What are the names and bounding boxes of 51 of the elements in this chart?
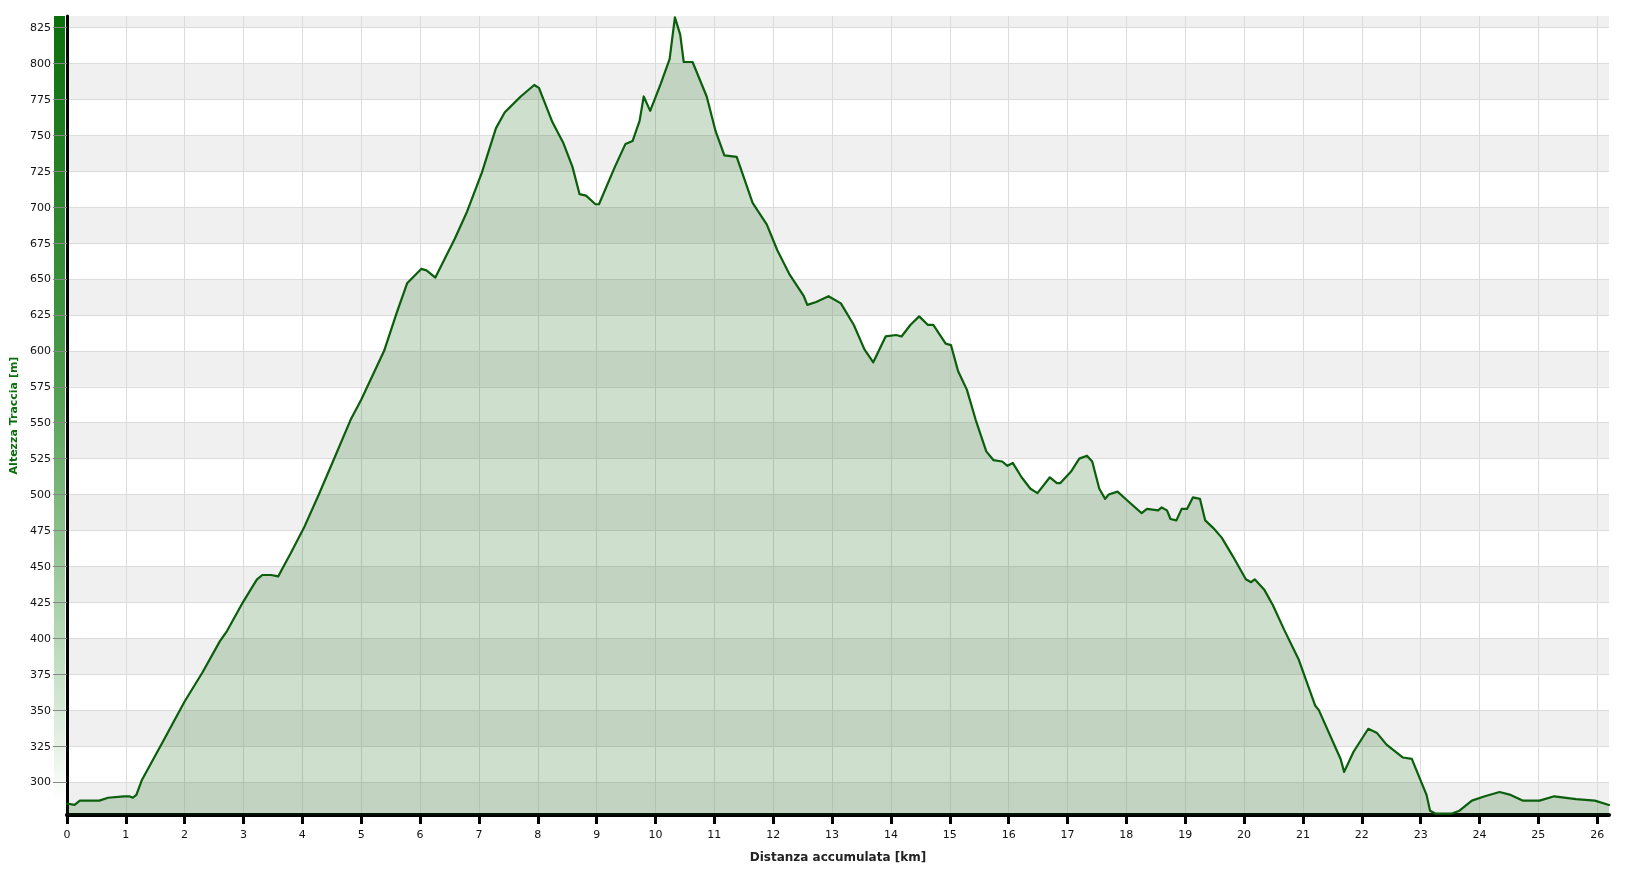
x-tick-label: 10 [648,828,663,841]
y-tick-label: 725 [29,164,51,178]
y-tick-label: 350 [29,703,51,717]
y-tick-label: 525 [29,452,51,466]
y-tick-label: 475 [29,523,51,537]
x-tick-label: 5 [357,828,365,841]
x-tick-label: 12 [766,828,781,841]
y-tick-label: 575 [29,380,51,394]
x-tick-label: 11 [707,828,722,841]
y-tick-label: 700 [29,200,51,214]
x-tick-label: 21 [1295,828,1310,841]
y-tick-label: 375 [29,667,51,681]
x-tick-label: 20 [1237,828,1252,841]
y-tick-label: 625 [29,308,51,322]
x-tick-label: 2 [181,828,189,841]
y-tick-label: 425 [29,595,51,609]
x-tick-label: 17 [1060,828,1075,841]
x-axis-title: Distanza accumulata [km] [749,850,927,864]
x-tick-label: 18 [1119,828,1134,841]
x-tick-label: 4 [298,828,306,841]
x-tick-label: 1 [122,828,130,841]
y-tick-label: 825 [29,21,51,34]
x-tick-label: 23 [1413,828,1428,841]
y-tick-label: 400 [29,631,51,645]
y-tick-label: 800 [29,56,51,70]
y-tick-label: 650 [29,272,51,286]
y-tick-label: 300 [29,775,51,789]
x-tick-label: 24 [1472,828,1487,841]
x-tick-label: 13 [825,828,840,841]
y-tick-label: 600 [29,344,51,358]
x-tick-label: 7 [475,828,483,841]
x-tick-label: 25 [1531,828,1546,841]
y-tick-label: 500 [29,488,51,502]
y-tick-label: 325 [29,739,51,753]
y-tick-label: 450 [29,559,51,573]
x-tick-label: 8 [534,828,542,841]
x-tick-label: 16 [1001,828,1016,841]
y-tick-label: 750 [29,128,51,142]
x-tick-label: 6 [416,828,424,841]
y-axis-title: Altezza Traccia [m] [7,356,20,475]
x-tick-label: 14 [883,828,898,841]
x-tick-label: 3 [239,828,247,841]
x-tick-label: 0 [63,828,71,841]
y-tick-label: 775 [29,92,51,106]
y-tick-label: 675 [29,236,51,250]
y-tick-label: 550 [29,416,51,430]
x-tick-label: 26 [1590,828,1605,841]
x-tick-label: 9 [593,828,601,841]
x-tick-label: 15 [942,828,957,841]
x-tick-label: 19 [1178,828,1193,841]
x-tick-label: 22 [1354,828,1369,841]
